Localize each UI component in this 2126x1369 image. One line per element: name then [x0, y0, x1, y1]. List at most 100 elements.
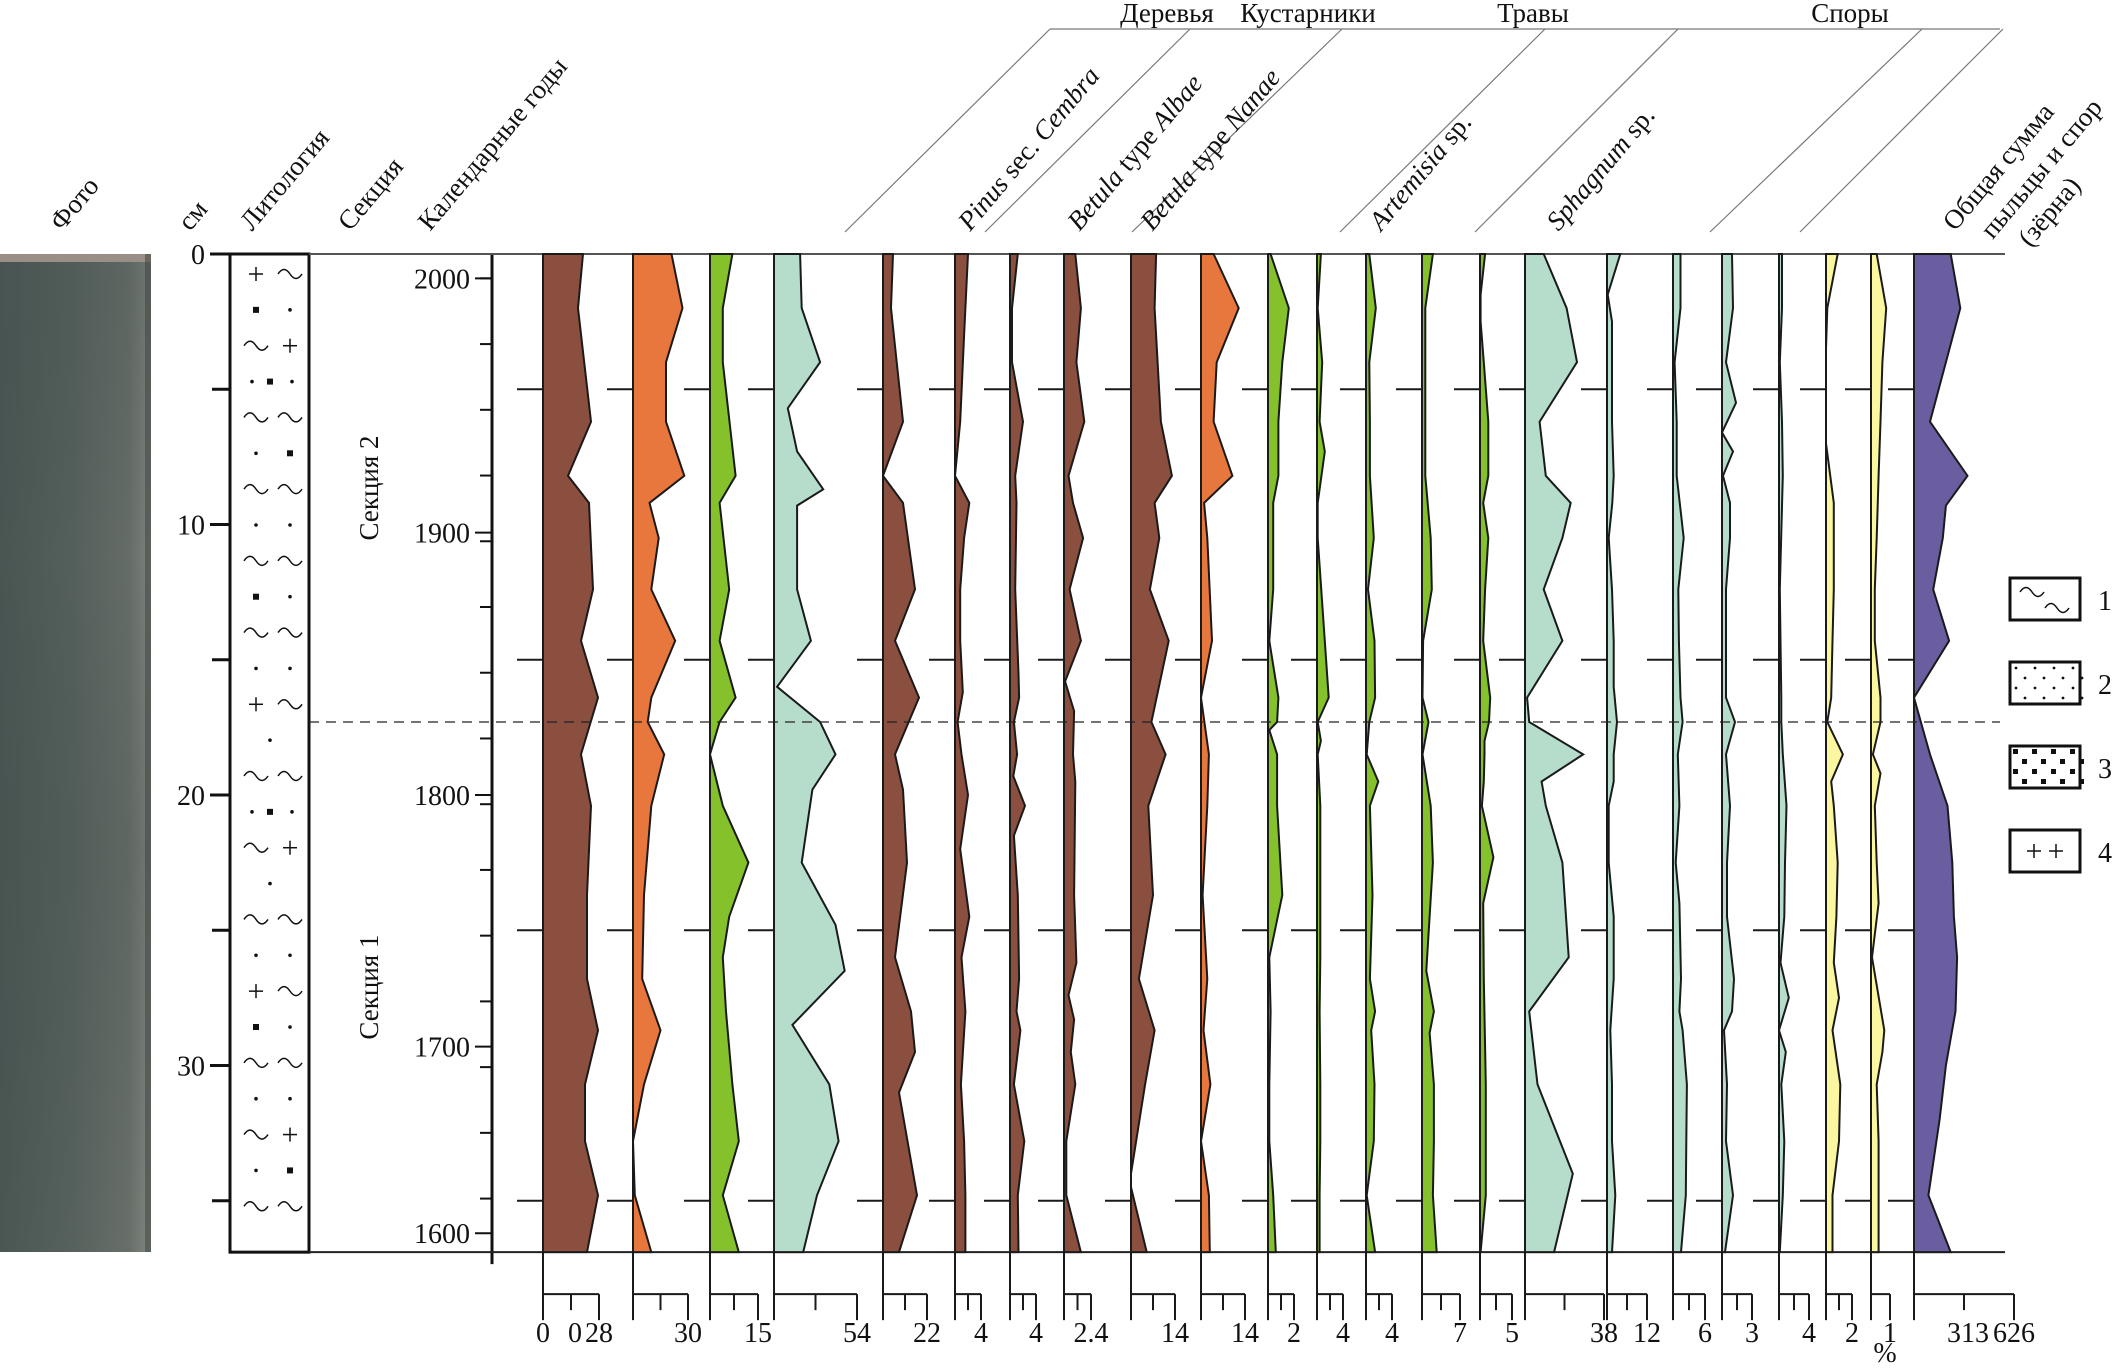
- lithology-wave: [277, 770, 303, 782]
- taxon-curve: [631, 253, 686, 1254]
- taxon-curve: [1777, 253, 1790, 1254]
- depth-tick-label: 20: [177, 781, 205, 812]
- lithology-wave: [243, 770, 269, 782]
- lithology-wave: [243, 1201, 269, 1212]
- lithology-dot: [288, 308, 292, 312]
- scale-label: 3: [1745, 1318, 1759, 1349]
- legend-square: [2079, 779, 2084, 784]
- legend-dot: [2061, 696, 2065, 700]
- scale-label-zero: 0: [536, 1318, 550, 1349]
- scale-label: 1: [1883, 1318, 1897, 1349]
- taxon-curve: [1870, 253, 1888, 1254]
- legend-dot: [2023, 696, 2027, 700]
- legend-square: [2032, 749, 2037, 754]
- legend-dot: [2080, 696, 2084, 700]
- lithology-wave: [243, 1057, 269, 1069]
- lithology-dot: [254, 523, 258, 527]
- taxon-header-section: Cembra: [1026, 61, 1105, 147]
- taxon-curve: [1825, 253, 1844, 1254]
- taxon-curve: [1009, 253, 1027, 1254]
- years-tick-label: 1900: [414, 519, 470, 550]
- taxon-column: 2: [1800, 253, 1859, 1349]
- lithology-wave: [277, 914, 303, 925]
- legend-dot: [2071, 666, 2075, 670]
- lithology-wave: [243, 555, 269, 567]
- header-photo: Фото: [44, 171, 105, 236]
- legend-swatch-fine-dots: [2008, 660, 2082, 706]
- group-header-label: Споры: [1811, 0, 1889, 28]
- legend-dot: [2042, 696, 2046, 700]
- taxon-column: 6: [1647, 253, 1712, 1349]
- scale-label: 2: [1845, 1318, 1859, 1349]
- lithology-dot: [250, 379, 254, 384]
- taxon-column: 14: [1175, 253, 1259, 1349]
- legend-square: [2051, 769, 2056, 774]
- depth-tick-label: 30: [177, 1052, 205, 1083]
- depth-axis: 0 10 20 30: [177, 240, 230, 1203]
- lithology-dot: [250, 810, 254, 814]
- legend-dot: [2080, 676, 2084, 680]
- legend-square: [2051, 749, 2056, 754]
- taxon-curve: [953, 253, 971, 1254]
- taxon-curve: [773, 253, 846, 1254]
- scale-label: 12: [1633, 1318, 1661, 1349]
- taxon-curve: [881, 253, 921, 1254]
- legend-square: [2013, 769, 2018, 774]
- taxon-curve: [1130, 253, 1173, 1254]
- taxon-column: 5: [1454, 253, 1519, 1349]
- lithology-dot: [288, 523, 292, 527]
- lithology-column: [228, 252, 311, 1254]
- group-header-label: Деревья: [1120, 0, 1214, 28]
- group-header-divider: [984, 28, 1191, 233]
- lithology-wave: [243, 914, 269, 925]
- taxon-column: 4: [1291, 253, 1350, 1349]
- header-depth: см: [172, 194, 214, 236]
- lithology-square: [267, 808, 273, 815]
- legend-dot: [2014, 686, 2018, 690]
- legend-dot: [2033, 686, 2037, 690]
- scale-label: 0: [568, 1318, 582, 1349]
- taxon-curve: [1267, 253, 1290, 1254]
- taxon-curve: [1912, 253, 1969, 1254]
- taxon-column: 14 Betula type Nanae: [1105, 63, 1286, 1349]
- lithology-square: [287, 450, 293, 457]
- lithology-wave: [243, 340, 269, 351]
- legend-wave: [2019, 586, 2045, 598]
- lithology-dot: [288, 1025, 292, 1029]
- taxon-column: 12: [1581, 253, 1661, 1349]
- lithology-wave: [277, 699, 303, 710]
- legend-label: 4: [2098, 838, 2112, 869]
- lithology-wave: [243, 1129, 269, 1140]
- scale-label: 2.4: [1074, 1318, 1109, 1349]
- years-tick-label: 1700: [414, 1033, 470, 1064]
- legend-dot: [2023, 676, 2027, 680]
- lithology-square: [287, 1167, 293, 1174]
- group-header-divider: [1131, 28, 1343, 233]
- legend-square: [2060, 759, 2065, 764]
- taxon-column: 30: [607, 253, 702, 1349]
- core-photo: [0, 254, 151, 1252]
- legend-dot: [2042, 676, 2046, 680]
- taxon-header: Общая суммапыльцы и спор(зёрна): [1937, 71, 2126, 280]
- legend-square: [2041, 759, 2046, 764]
- section-label: Секция 2: [354, 435, 384, 540]
- lithology-dot: [268, 881, 272, 886]
- taxon-curve: [1365, 253, 1380, 1254]
- legend-square: [2013, 749, 2018, 754]
- header-lithology: Литология: [234, 123, 336, 236]
- header-section: Секция: [332, 152, 409, 236]
- taxon-curve: [1606, 253, 1622, 1254]
- taxon-header-group: Nanae: [1217, 63, 1286, 137]
- taxon-column: 3: [1696, 253, 1759, 1349]
- legend-square: [2060, 779, 2065, 784]
- section-label: Секция 1: [354, 935, 384, 1040]
- header-years: Календарные годы: [412, 52, 573, 236]
- scale-label: 15: [744, 1318, 772, 1349]
- taxon-column: 2: [1242, 253, 1301, 1349]
- taxon-header: Betula type Nanae: [1134, 63, 1286, 236]
- lithology-dot: [254, 1168, 258, 1173]
- legend-dot: [2061, 676, 2065, 680]
- taxon-curve: [542, 253, 600, 1254]
- scale-label: 313: [1947, 1318, 1989, 1349]
